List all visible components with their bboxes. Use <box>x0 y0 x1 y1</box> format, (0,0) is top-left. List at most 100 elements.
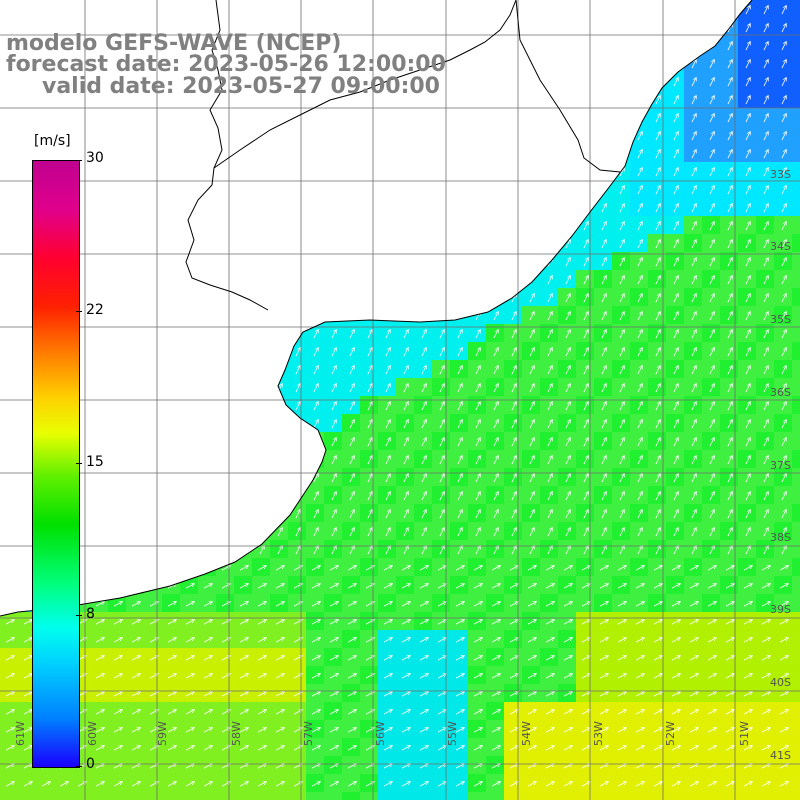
wind-arrow <box>385 366 390 375</box>
speed-cell <box>486 594 504 612</box>
speed-cell <box>666 126 684 144</box>
speed-cell <box>342 594 360 612</box>
speed-cell <box>576 450 594 468</box>
wind-arrow <box>619 330 624 339</box>
speed-cell <box>126 666 144 684</box>
speed-cell <box>342 684 360 702</box>
speed-cell <box>450 486 468 504</box>
speed-cell <box>792 576 800 594</box>
speed-cell <box>774 288 792 306</box>
speed-cell <box>702 432 720 450</box>
speed-cell <box>738 126 756 144</box>
speed-cell <box>486 684 504 702</box>
wind-arrow <box>547 348 552 357</box>
speed-cell <box>144 774 162 792</box>
speed-cell <box>594 342 612 360</box>
speed-cell <box>162 738 180 756</box>
wind-arrow <box>763 168 768 177</box>
wind-arrow <box>781 150 786 159</box>
speed-cell <box>594 378 612 396</box>
wind-arrow <box>673 222 678 231</box>
speed-cell <box>360 756 378 774</box>
speed-cell <box>252 558 270 576</box>
speed-cell <box>486 792 504 800</box>
speed-cell <box>774 594 792 612</box>
wind-arrow <box>727 204 732 213</box>
speed-cell <box>774 666 792 684</box>
speed-cell <box>306 612 324 630</box>
speed-cell <box>612 396 630 414</box>
wind-arrow <box>727 96 732 105</box>
speed-cell <box>630 738 648 756</box>
speed-cell <box>252 648 270 666</box>
wind-arrow <box>745 276 750 285</box>
speed-cell <box>396 576 414 594</box>
speed-cell <box>270 684 288 702</box>
speed-cell <box>738 108 756 126</box>
speed-cell <box>576 432 594 450</box>
speed-cell <box>396 720 414 738</box>
wind-arrow <box>511 366 516 375</box>
wind-arrow <box>781 312 786 321</box>
colorbar-label-22: 22 <box>86 302 104 318</box>
wind-arrow <box>781 168 786 177</box>
speed-cell <box>774 576 792 594</box>
wind-arrow <box>673 348 678 357</box>
speed-cell <box>702 630 720 648</box>
speed-cell <box>684 612 702 630</box>
wind-arrow <box>727 114 732 123</box>
speed-cell <box>378 774 396 792</box>
speed-cell <box>468 450 486 468</box>
speed-cell <box>306 360 324 378</box>
lon-label: 59W <box>156 721 169 746</box>
speed-cell <box>108 630 126 648</box>
speed-cell <box>774 216 792 234</box>
wind-arrow <box>781 348 786 357</box>
speed-cell <box>630 216 648 234</box>
speed-cell <box>594 558 612 576</box>
speed-cell <box>612 792 630 800</box>
speed-cell <box>774 180 792 198</box>
speed-cell <box>126 684 144 702</box>
speed-cell <box>792 90 800 108</box>
wind-arrow <box>583 240 588 249</box>
speed-cell <box>756 288 774 306</box>
speed-cell <box>702 756 720 774</box>
speed-cell <box>486 702 504 720</box>
speed-cell <box>162 648 180 666</box>
wind-arrow <box>547 384 552 393</box>
speed-cell <box>702 738 720 756</box>
wind-arrow <box>709 150 714 159</box>
speed-cell <box>630 144 648 162</box>
speed-cell <box>558 360 576 378</box>
speed-cell <box>504 468 522 486</box>
wind-arrow <box>493 438 498 447</box>
wind-arrow <box>637 402 642 411</box>
wind-arrow <box>439 420 444 429</box>
lat-label: 37S <box>770 459 791 472</box>
speed-cell <box>738 162 756 180</box>
wind-arrow <box>655 186 660 195</box>
speed-cell <box>684 468 702 486</box>
wind-arrow <box>637 312 642 321</box>
speed-cell <box>234 666 252 684</box>
speed-cell <box>666 414 684 432</box>
wind-arrow <box>637 204 642 213</box>
speed-cell <box>558 792 576 800</box>
speed-cell <box>540 450 558 468</box>
speed-cell <box>378 756 396 774</box>
speed-cell <box>558 576 576 594</box>
speed-cell <box>198 792 216 800</box>
wind-arrow <box>781 294 786 303</box>
speed-cell <box>450 576 468 594</box>
speed-cell <box>612 180 630 198</box>
wind-arrow <box>367 438 372 447</box>
speed-cell <box>306 558 324 576</box>
speed-cell <box>738 432 756 450</box>
wind-arrow <box>691 258 696 267</box>
speed-cell <box>108 612 126 630</box>
wind-arrow <box>763 348 768 357</box>
speed-cell <box>684 396 702 414</box>
speed-cell <box>666 666 684 684</box>
speed-cell <box>486 504 504 522</box>
